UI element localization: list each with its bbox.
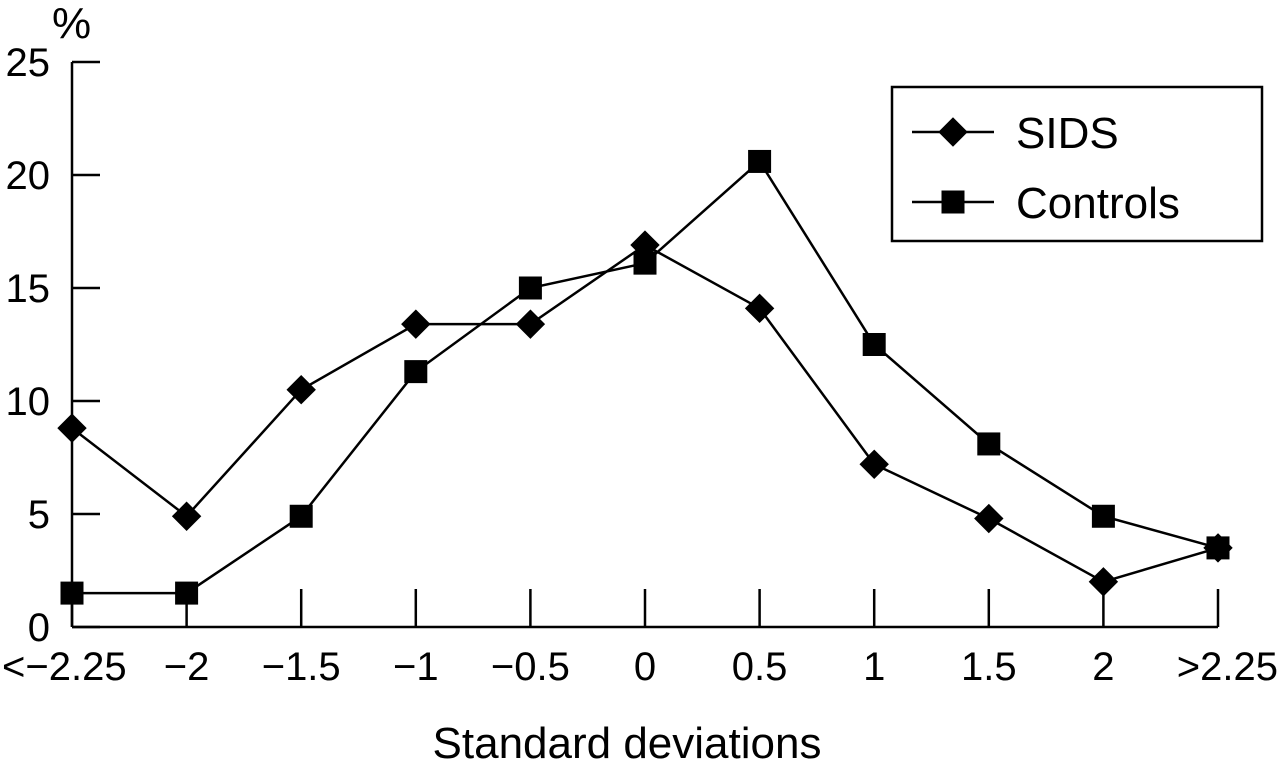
legend-box (890, 85, 1264, 243)
y-tick-label: 15 (6, 267, 51, 311)
legend-label: Controls (1016, 179, 1180, 228)
data-point-sids (57, 413, 87, 443)
x-axis-label: Standard deviations (433, 719, 822, 760)
y-tick-label: 20 (6, 154, 51, 198)
x-tick-label: −0.5 (491, 645, 570, 689)
x-tick-label: 0 (634, 645, 656, 689)
data-point-controls (175, 581, 199, 605)
data-point-sids (630, 230, 660, 260)
data-point-sids (401, 309, 431, 339)
data-point-sids (515, 309, 546, 339)
data-point-sids (1203, 533, 1233, 563)
data-point-controls (748, 149, 772, 173)
x-tick-label: 2 (1092, 645, 1114, 689)
x-tick-label: 1 (863, 645, 885, 689)
legend-marker-controls (941, 190, 965, 214)
y-tick-label: 5 (28, 493, 50, 537)
y-axis-ticks: 0 5 10 15 20 25 (6, 41, 100, 650)
data-point-sids (1088, 567, 1119, 597)
series-line-sids (71, 243, 1219, 584)
data-point-sids (859, 449, 889, 479)
legend-marker-sids (938, 117, 968, 147)
y-tick-label: 10 (6, 380, 51, 424)
legend-label: SIDS (1016, 109, 1119, 158)
data-point-sids (974, 503, 1004, 534)
data-point-controls (862, 333, 886, 356)
data-point-controls (977, 432, 1001, 456)
data-point-controls (60, 581, 84, 605)
x-axis-ticks: <−2.25 −2 −1.5 −1 −0.5 0 0.5 1 1.5 2 >2.25 (2, 589, 1278, 689)
series-sids (57, 230, 1233, 597)
data-point-sids (744, 293, 775, 324)
x-tick-label: −1 (393, 645, 439, 689)
x-tick-label: −1.5 (262, 645, 341, 689)
x-tick-label: <−2.25 (2, 645, 127, 689)
y-tick-label: 25 (6, 41, 51, 85)
legend-item-controls: Controls (912, 179, 1180, 228)
x-tick-label: >2.25 (1177, 645, 1278, 689)
series-controls (60, 149, 1230, 605)
legend-item-sids: SIDS (912, 109, 1119, 158)
x-tick-label: 1.5 (961, 645, 1017, 689)
data-point-sids (171, 501, 202, 531)
y-tick-label: 0 (28, 606, 50, 650)
series-layer (57, 149, 1233, 605)
y-axis-label: % (52, 0, 91, 48)
legend: SIDS Controls (890, 85, 1264, 243)
x-tick-label: 0.5 (732, 645, 788, 689)
data-point-controls (518, 276, 542, 300)
data-point-sids (286, 374, 316, 405)
data-point-controls (404, 360, 428, 384)
x-tick-label: −2 (164, 645, 210, 689)
data-point-controls (1091, 504, 1115, 528)
data-point-controls (289, 504, 313, 528)
